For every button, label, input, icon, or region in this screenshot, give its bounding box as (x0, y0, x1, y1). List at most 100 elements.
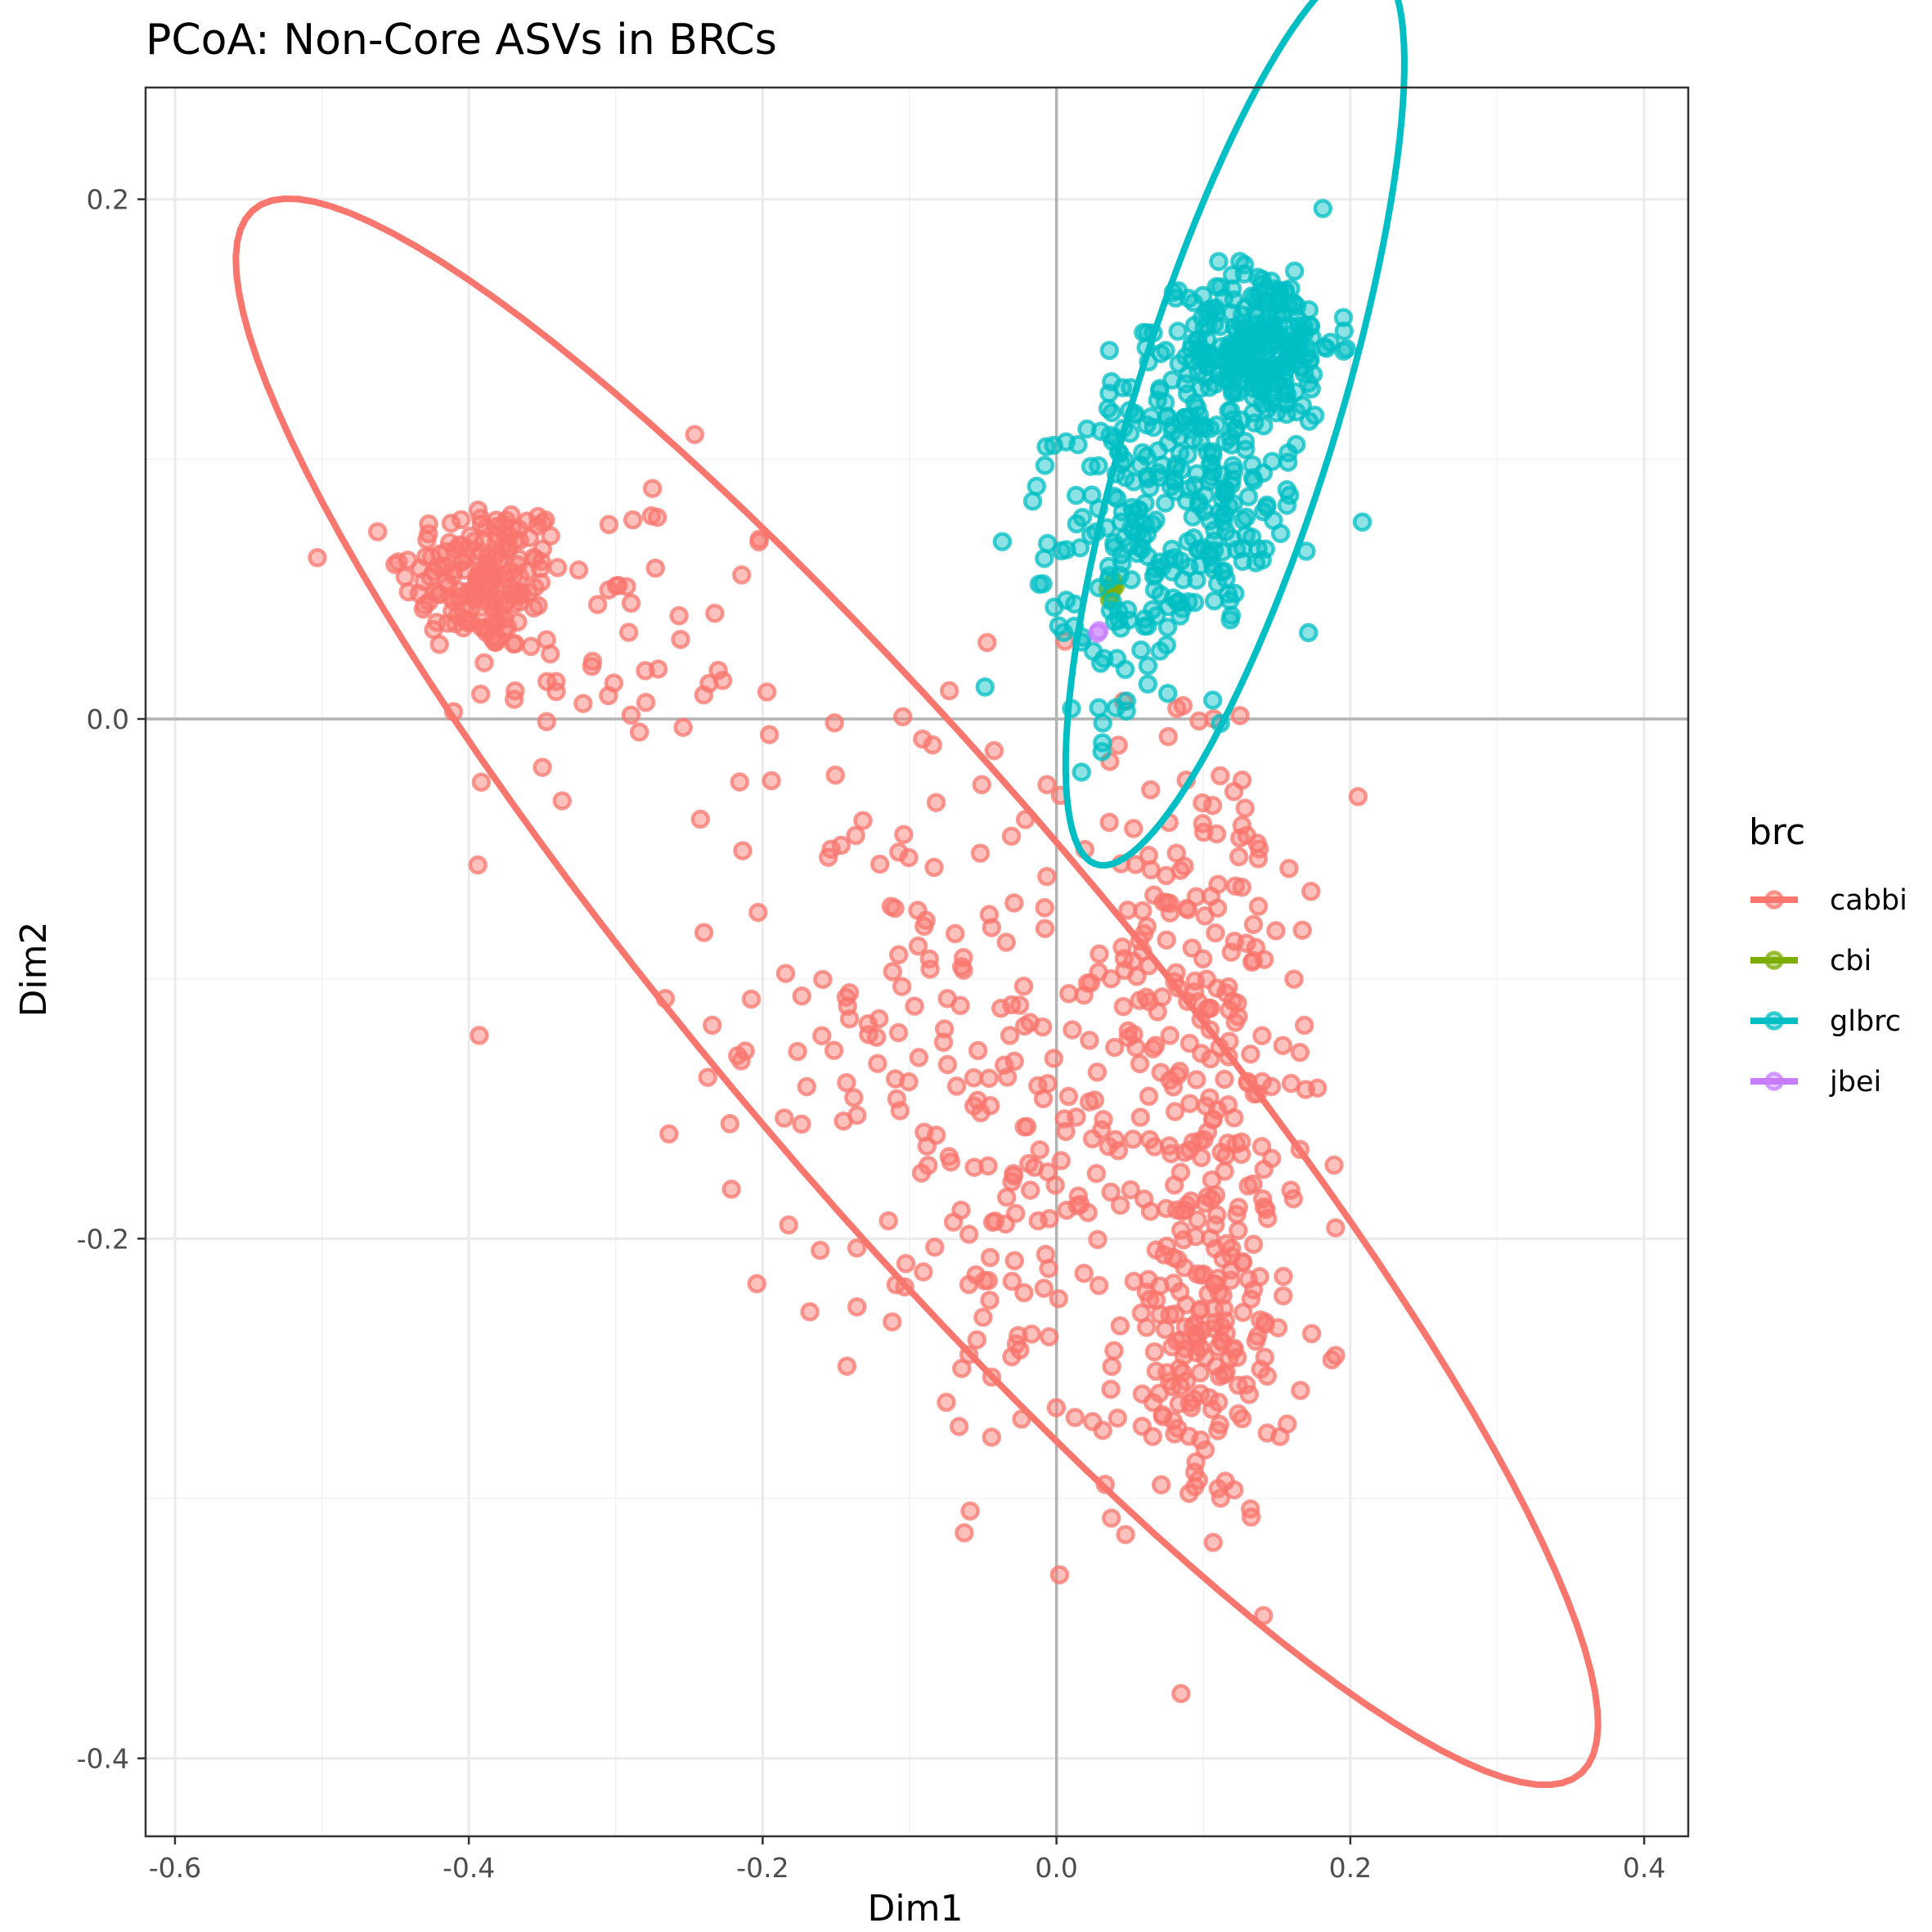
data-point-cabbi (1074, 1263, 1094, 1283)
data-point-cabbi (1232, 771, 1252, 790)
data-point-cabbi (847, 1297, 867, 1317)
data-point-glbrc (1162, 422, 1183, 442)
data-point-cabbi (1171, 1330, 1191, 1350)
data-point-cabbi (1121, 1179, 1141, 1200)
data-point-glbrc (1220, 610, 1240, 630)
data-point-cabbi (1229, 847, 1249, 867)
data-point-cabbi (1037, 866, 1057, 887)
data-point-cabbi (721, 1179, 741, 1199)
data-point-cabbi (1229, 1007, 1248, 1027)
data-point-cabbi (1022, 1324, 1041, 1344)
data-point-cabbi (1292, 920, 1312, 940)
data-point-cabbi (474, 653, 494, 672)
data-point-glbrc (1196, 368, 1215, 388)
data-point-cabbi (964, 1157, 984, 1177)
data-point-glbrc (1143, 417, 1163, 438)
data-point-cabbi (1001, 826, 1022, 847)
data-point-cabbi (1229, 1220, 1248, 1240)
data-point-cabbi (1113, 996, 1134, 1017)
data-point-cabbi (1110, 1195, 1130, 1215)
data-point-cabbi (844, 1088, 864, 1108)
data-point-glbrc (1235, 298, 1255, 318)
data-point-cabbi (954, 947, 973, 968)
data-point-cabbi (1143, 1392, 1163, 1413)
data-point-cabbi (757, 682, 777, 702)
x-tick-label: 0.0 (1035, 1852, 1077, 1884)
legend-label: jbei (1829, 1066, 1881, 1099)
data-point-glbrc (1177, 384, 1197, 404)
legend: brc cabbi cbi glbrc jbei (1749, 811, 1907, 1099)
data-point-glbrc (1124, 472, 1143, 492)
data-point-cabbi (417, 530, 437, 550)
data-point-cabbi (703, 1015, 722, 1036)
data-point-cabbi (441, 513, 461, 533)
data-point-cabbi (1020, 1180, 1040, 1200)
data-point-cabbi (470, 1026, 489, 1045)
data-point-cabbi (964, 1067, 984, 1088)
data-point-cabbi (587, 595, 608, 614)
data-point-cabbi (1046, 1398, 1067, 1418)
data-point-cabbi (1086, 1163, 1107, 1184)
data-point-cabbi (1284, 969, 1304, 989)
data-point-cabbi (618, 622, 639, 642)
data-point-cabbi (498, 540, 519, 559)
data-point-cabbi (730, 772, 750, 792)
data-point-cabbi (409, 583, 429, 604)
data-point-glbrc (1266, 294, 1287, 314)
data-point-cabbi (1173, 1363, 1193, 1382)
data-point-cabbi (1139, 1130, 1160, 1149)
data-point-cabbi (1164, 1175, 1184, 1195)
data-point-cabbi (846, 825, 865, 846)
data-point-cabbi (1051, 1151, 1072, 1170)
data-point-cabbi (1206, 923, 1225, 943)
data-point-glbrc (1152, 455, 1172, 475)
data-point-cabbi (1108, 1141, 1129, 1161)
data-point-cabbi (869, 854, 890, 874)
data-point-cabbi (883, 962, 903, 982)
plot-panel (144, 0, 1690, 1838)
data-point-cabbi (970, 843, 991, 863)
data-point-cabbi (1002, 995, 1022, 1015)
data-point-cabbi (1326, 1218, 1346, 1238)
data-point-glbrc (1179, 288, 1199, 308)
data-point-cabbi (959, 1224, 979, 1244)
data-point-cabbi (427, 613, 447, 632)
data-point-cabbi (1150, 1305, 1170, 1324)
data-point-cabbi (788, 1041, 807, 1062)
series-cabbi (308, 425, 1368, 1704)
data-point-cabbi (641, 505, 662, 526)
data-point-cabbi (452, 552, 472, 572)
data-point-glbrc (1134, 322, 1153, 343)
data-point-cabbi (694, 923, 714, 942)
data-point-glbrc (1107, 488, 1127, 509)
data-point-glbrc (1220, 428, 1241, 447)
data-point-cabbi (1211, 1143, 1231, 1162)
data-point-cabbi (1291, 1381, 1310, 1400)
data-point-cabbi (967, 1330, 987, 1350)
data-point-glbrc (1157, 618, 1178, 637)
data-point-cabbi (530, 559, 550, 578)
data-point-glbrc (1245, 361, 1265, 380)
data-point-cabbi (813, 969, 833, 990)
data-point-glbrc (1173, 569, 1193, 590)
data-point-cabbi (926, 793, 946, 812)
legend-item-jbei: jbei (1750, 1066, 1881, 1099)
data-point-cabbi (410, 559, 430, 578)
data-point-glbrc (1233, 510, 1253, 530)
data-point-cabbi (504, 690, 524, 709)
data-point-cabbi (1112, 937, 1132, 957)
data-point-cabbi (892, 707, 913, 727)
data-point-cabbi (1252, 1026, 1272, 1045)
data-point-cabbi (847, 1238, 867, 1258)
data-point-cabbi (1141, 780, 1161, 800)
data-point-cabbi (977, 632, 997, 653)
data-point-cabbi (599, 514, 619, 535)
data-point-cabbi (917, 1136, 937, 1156)
data-point-cabbi (1065, 1408, 1085, 1427)
data-point-cabbi (1348, 787, 1368, 806)
data-point-glbrc (1081, 456, 1101, 476)
data-point-cabbi (1006, 1334, 1027, 1354)
data-point-cabbi (685, 425, 705, 444)
data-point-glbrc (1162, 539, 1182, 559)
